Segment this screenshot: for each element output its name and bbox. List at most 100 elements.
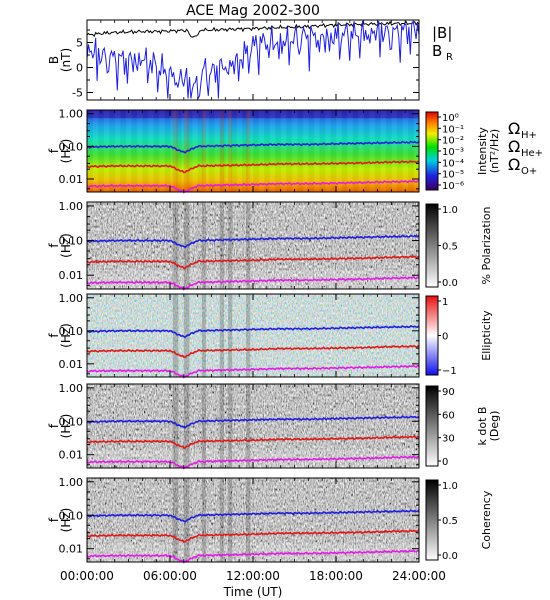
f-tick-label: 1.00 <box>59 292 84 305</box>
intensity-texture <box>358 110 365 192</box>
colorbar-label: Ellipticity <box>480 310 493 361</box>
gyro-line-hp <box>86 509 420 523</box>
event-stripe <box>219 202 224 289</box>
event-stripe <box>228 294 233 377</box>
x-tick-label: 12:00:00 <box>226 569 280 583</box>
intensity-texture <box>396 110 403 192</box>
intensity-texture <box>264 110 271 192</box>
colorbar-label: Coherency <box>480 490 493 549</box>
colorbar <box>425 479 439 561</box>
series-line-br <box>86 19 420 101</box>
event-stripe <box>246 384 251 468</box>
intensity-texture <box>131 110 138 192</box>
event-stripe <box>228 384 233 468</box>
intensity-texture <box>192 110 199 192</box>
gyro-line-op <box>86 549 420 564</box>
colorbar-tick-label: 10⁻⁶ <box>442 181 464 192</box>
gyro-legend-omega: Ω <box>508 137 520 156</box>
coherency-texture <box>87 478 419 562</box>
colorbar-tick-label: 10⁻⁵ <box>442 170 464 181</box>
legend-br: B <box>432 42 442 60</box>
intensity-texture <box>302 110 309 192</box>
y-tick-label: 5 <box>76 37 83 50</box>
intensity-texture <box>153 110 160 192</box>
intensity-texture <box>230 110 237 192</box>
series-line-bmag <box>86 20 420 38</box>
y-tick-label: -5 <box>72 87 83 100</box>
intensity-texture <box>87 110 94 192</box>
ellipticity-texture <box>87 294 419 377</box>
intensity-texture <box>92 110 99 192</box>
f-tick-label: 0.10 <box>59 415 84 428</box>
y-tick-label: 0 <box>76 62 83 75</box>
event-stripe <box>201 202 206 289</box>
event-stripe <box>172 294 179 377</box>
event-stripe <box>219 478 224 562</box>
gyro-line-hep <box>86 344 420 359</box>
intensity-texture <box>324 110 331 192</box>
event-stripe <box>228 478 233 562</box>
event-stripe <box>219 110 224 192</box>
intensity-texture <box>369 110 376 192</box>
intensity-texture <box>319 110 326 192</box>
freq-axis-label: (Hz) <box>59 323 73 348</box>
colorbar <box>425 385 439 467</box>
intensity-texture <box>142 110 149 192</box>
event-stripe <box>219 294 224 377</box>
intensity-texture <box>330 110 337 192</box>
colorbar-label: (nT²/Hz) <box>488 129 501 173</box>
f-tick-label: 0.10 <box>59 140 84 153</box>
freq-axis-label: (Hz) <box>59 233 73 258</box>
intensity-texture <box>297 110 304 192</box>
f-tick-label: 0.01 <box>59 449 84 462</box>
freq-axis-label: (Hz) <box>59 139 73 164</box>
intensity-texture <box>341 110 348 192</box>
intensity-texture <box>258 110 265 192</box>
colorbar <box>425 295 439 376</box>
gyro-legend-sub: He+ <box>521 148 543 159</box>
gyro-line-op <box>86 276 420 291</box>
gyro-line-hep <box>86 529 420 543</box>
intensity-texture <box>336 110 343 192</box>
colorbar-tick-label: −1 <box>442 366 457 377</box>
intensity-texture <box>175 110 182 192</box>
freq-axis-label: f <box>47 243 61 248</box>
intensity-texture <box>219 110 226 192</box>
gyro-line-hp <box>86 415 420 429</box>
intensity-texture <box>103 110 110 192</box>
f-tick-label: 0.01 <box>59 173 84 186</box>
event-stripe <box>228 110 233 192</box>
event-stripe <box>246 478 251 562</box>
colorbar-tick-label: 0.5 <box>442 516 458 527</box>
intensity-texture <box>147 110 154 192</box>
event-stripe <box>201 384 206 468</box>
x-tick-label: 18:00:00 <box>309 569 363 583</box>
intensity-texture <box>136 110 143 192</box>
colorbar-tick-label: 0 <box>442 332 448 343</box>
polarization-texture <box>87 202 419 289</box>
colorbar-tick-label: 0 <box>442 457 448 468</box>
event-stripe <box>228 202 233 289</box>
x-tick-label: 06:00:00 <box>143 569 197 583</box>
event-stripe <box>172 110 179 192</box>
intensity-texture <box>225 110 232 192</box>
gyro-line-op <box>86 179 420 194</box>
colorbar-tick-label: 90 <box>442 387 455 398</box>
legend-bmag: |B| <box>432 24 452 42</box>
intensity-texture <box>402 110 409 192</box>
intensity-texture <box>374 110 381 192</box>
intensity-texture <box>247 110 254 192</box>
intensity-texture <box>308 110 315 192</box>
intensity-texture <box>120 110 127 192</box>
intensity-texture <box>181 110 188 192</box>
gyro-legend-omega: Ω <box>508 155 520 174</box>
intensity-texture <box>269 110 276 192</box>
intensity-texture <box>363 110 370 192</box>
intensity-texture <box>125 110 132 192</box>
event-stripe <box>246 202 251 289</box>
freq-axis-label: (Hz) <box>59 414 73 439</box>
colorbar-tick-label: 0.0 <box>442 278 458 289</box>
intensity-texture <box>413 110 420 192</box>
intensity-texture <box>280 110 287 192</box>
